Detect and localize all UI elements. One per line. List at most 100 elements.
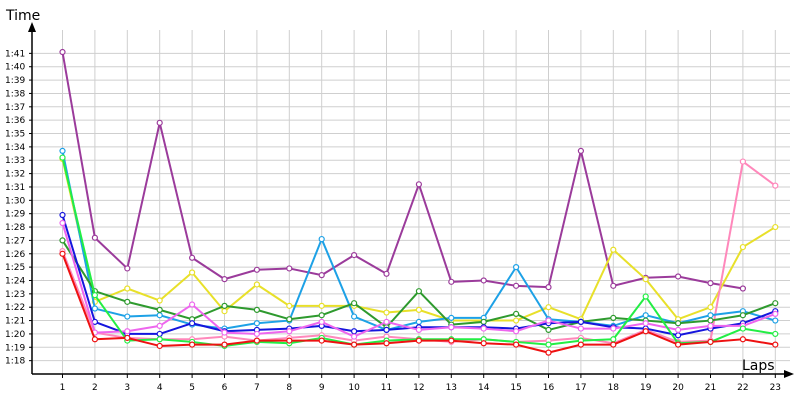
- data-point: [480, 318, 487, 325]
- x-tick-label: 22: [737, 383, 748, 393]
- data-point: [415, 181, 422, 188]
- data-point: [286, 265, 293, 272]
- y-tick-label: 1:26: [5, 250, 25, 260]
- data-point: [642, 276, 649, 283]
- data-point: [772, 182, 779, 189]
- data-point: [221, 341, 228, 348]
- data-point: [772, 300, 779, 307]
- data-point: [448, 337, 455, 344]
- data-point: [253, 320, 260, 327]
- y-tick-label: 1:38: [5, 89, 25, 99]
- y-tick-label: 1:25: [5, 263, 25, 273]
- data-point: [480, 277, 487, 284]
- data-point: [318, 302, 325, 309]
- y-tick-label: 1:32: [5, 170, 25, 180]
- data-point: [59, 147, 66, 154]
- data-point: [707, 312, 714, 319]
- data-point: [351, 313, 358, 320]
- data-point: [286, 337, 293, 344]
- data-point: [189, 269, 196, 276]
- y-tick-label: 1:27: [5, 236, 25, 246]
- x-tick-label: 20: [672, 383, 684, 393]
- data-point: [221, 329, 228, 336]
- data-point: [610, 325, 617, 332]
- x-tick-label: 4: [157, 383, 163, 393]
- y-tick-label: 1:33: [5, 156, 25, 166]
- data-point: [674, 332, 682, 339]
- data-point: [59, 48, 66, 56]
- data-point: [707, 317, 714, 324]
- data-point: [707, 322, 714, 330]
- data-point: [91, 234, 99, 241]
- y-tick-label: 1:41: [5, 49, 25, 59]
- data-point: [124, 298, 131, 305]
- x-tick-label: 19: [640, 383, 652, 393]
- data-point: [91, 292, 99, 299]
- x-tick-label: 10: [348, 383, 360, 393]
- data-point: [318, 337, 325, 344]
- series-group: [59, 219, 779, 340]
- x-tick-label: 17: [575, 383, 586, 393]
- x-tick-label: 6: [222, 383, 228, 393]
- data-point: [577, 325, 585, 332]
- data-point: [124, 328, 131, 335]
- series-line: [61, 51, 744, 290]
- data-point: [59, 237, 66, 244]
- data-point: [772, 317, 779, 324]
- data-point: [286, 302, 293, 309]
- x-tick-label: 1: [60, 383, 66, 393]
- x-tick-label: 7: [254, 383, 260, 393]
- data-point: [59, 211, 66, 219]
- data-point: [577, 318, 585, 325]
- data-point: [415, 306, 422, 313]
- data-point: [91, 305, 99, 312]
- data-point: [383, 309, 390, 316]
- data-point: [772, 330, 779, 338]
- y-tick-label: 1:34: [5, 143, 25, 153]
- data-point: [739, 325, 747, 332]
- y-tick-labels: 1:18 1:19 1:20 1:21 1:22 1:23 1:24 1:25 1:26 1:27…: [5, 49, 25, 366]
- y-tick-label: 1:20: [5, 330, 25, 340]
- data-point: [253, 281, 260, 288]
- data-point: [739, 336, 747, 343]
- data-point: [383, 318, 390, 325]
- data-point: [415, 337, 422, 344]
- data-point: [772, 223, 779, 231]
- data-point: [156, 119, 163, 126]
- data-point: [642, 328, 649, 335]
- data-point: [512, 317, 520, 324]
- x-axis-title: Laps: [742, 358, 775, 374]
- data-point: [512, 328, 520, 335]
- data-point: [674, 320, 682, 327]
- y-tick-label: 1:31: [5, 183, 25, 193]
- y-tick-label: 1:22: [5, 303, 25, 313]
- data-point: [642, 320, 649, 327]
- data-point: [610, 336, 617, 343]
- data-point: [610, 314, 617, 321]
- y-tick-label: 1:23: [5, 290, 25, 300]
- data-point: [189, 301, 196, 308]
- data-point: [512, 282, 520, 289]
- data-point: [739, 285, 747, 292]
- data-point: [415, 288, 422, 295]
- x-tick-label: 9: [319, 383, 325, 393]
- y-axis-title: Time: [5, 8, 40, 24]
- y-tick-label: 1:18: [5, 357, 25, 367]
- data-point: [221, 276, 228, 283]
- data-point: [772, 341, 779, 348]
- x-tick-label: 18: [608, 383, 620, 393]
- data-point: [577, 147, 585, 154]
- y-tick-label: 1:37: [5, 103, 25, 113]
- x-tick-label: 13: [446, 383, 457, 393]
- data-point: [318, 318, 325, 325]
- y-tick-label: 1:36: [5, 116, 25, 126]
- data-point: [642, 312, 649, 319]
- data-point: [545, 341, 552, 348]
- y-tick-label: 1:39: [5, 76, 25, 86]
- data-point: [156, 297, 163, 304]
- y-axis-arrow: [28, 22, 36, 32]
- data-point: [156, 306, 163, 313]
- data-point: [318, 235, 325, 243]
- data-point: [415, 326, 422, 334]
